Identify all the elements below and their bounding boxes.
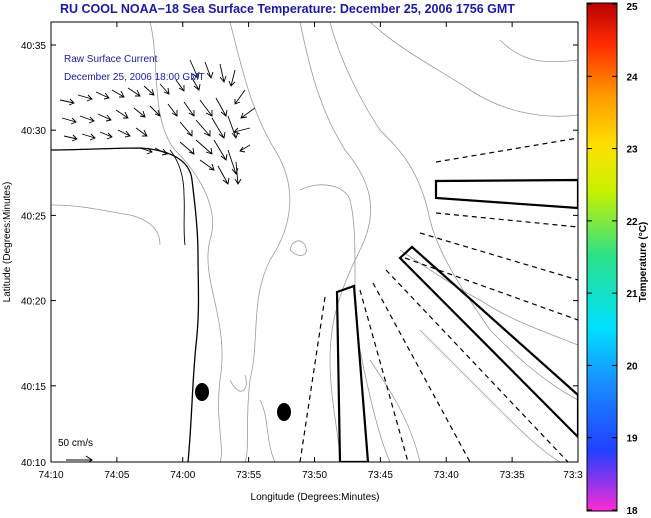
colorbar-ticks: 25 24 23 22 21 20 19 18 (587, 2, 638, 517)
y-tick-label: 40:30 (21, 126, 46, 137)
y-axis: 40:35 40:30 40:25 40:20 40:15 40:10 (21, 41, 578, 469)
x-tick-label: 73:35 (500, 470, 525, 481)
coastline (51, 147, 200, 462)
x-tick-label: 73:3 (563, 470, 583, 481)
colorbar-tick-label: 21 (626, 289, 638, 300)
colorbar-tick-label: 25 (626, 2, 638, 13)
colorbar (586, 2, 618, 512)
surface-current-vectors (59, 59, 256, 185)
x-tick-label: 74:05 (104, 470, 129, 481)
x-tick-label: 73:45 (368, 470, 393, 481)
station-marker (277, 403, 291, 421)
current-overlay-title: Raw Surface Current (64, 54, 158, 65)
x-axis-label: Longitude (Degrees:Minutes) (251, 492, 380, 503)
x-tick-label: 73:50 (302, 470, 327, 481)
scale-vector (66, 455, 93, 462)
plot-area (51, 22, 578, 462)
colorbar-tick-label: 18 (626, 506, 638, 517)
x-tick-label: 73:40 (434, 470, 459, 481)
colorbar-label: Temperature (°C) (638, 222, 649, 303)
y-tick-label: 40:25 (21, 211, 46, 222)
x-tick-label: 73:55 (236, 470, 261, 481)
colorbar-tick-label: 22 (626, 217, 638, 228)
colorbar-tick-label: 23 (626, 145, 638, 156)
y-tick-label: 40:15 (21, 382, 46, 393)
y-tick-label: 40:20 (21, 297, 46, 308)
scale-label: 50 cm/s (58, 438, 93, 449)
y-axis-label: Latitude (Degrees:Minutes) (2, 182, 13, 303)
map-features (51, 22, 578, 462)
station-marker (195, 383, 209, 401)
y-tick-label: 40:35 (21, 41, 46, 52)
chart-title: RU COOL NOAA−18 Sea Surface Temperature:… (60, 2, 515, 16)
bathymetry-contours (149, 22, 578, 462)
radar-beams (299, 137, 578, 462)
colorbar-tick-label: 19 (626, 434, 638, 445)
x-tick-label: 74:10 (38, 470, 63, 481)
current-overlay-time: December 25, 2006 18:00 GMT (64, 72, 205, 83)
inner-coastline (169, 149, 186, 246)
survey-tracks (335, 178, 578, 462)
x-tick-label: 74:00 (170, 470, 195, 481)
x-axis: 74:10 74:05 74:00 73:55 73:50 73:45 73:40 73:35… (38, 22, 583, 481)
y-tick-label: 40:10 (21, 458, 46, 469)
colorbar-tick-label: 20 (626, 361, 638, 372)
colorbar-tick-label: 24 (626, 72, 638, 83)
